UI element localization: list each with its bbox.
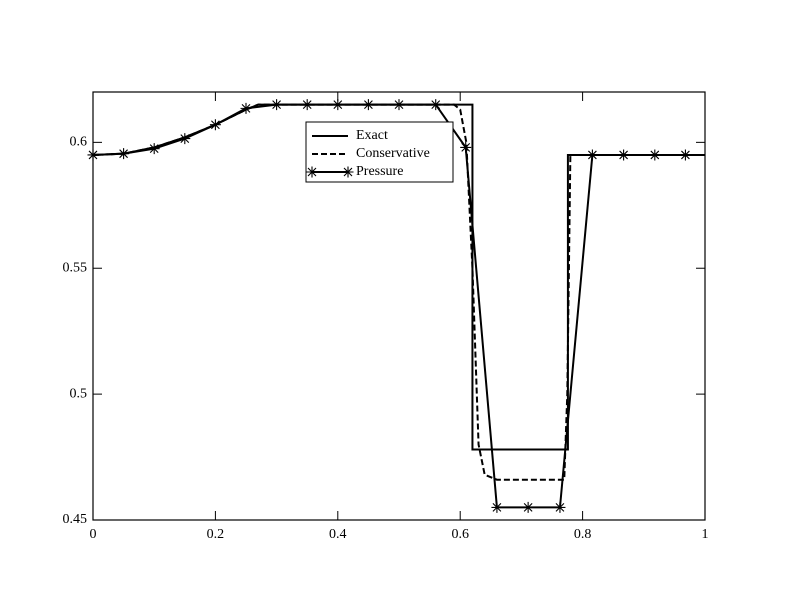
point-marker [240, 102, 252, 114]
y-tick-label: 0.6 [70, 135, 88, 150]
x-tick-label: 0.2 [207, 527, 225, 542]
point-marker [554, 501, 566, 513]
point-marker [118, 148, 130, 160]
y-tick-label: 0.5 [70, 386, 88, 401]
point-marker [586, 149, 598, 161]
legend-label: Conservative [356, 146, 430, 161]
point-marker [87, 149, 99, 161]
point-marker [209, 119, 221, 131]
x-tick-label: 0.6 [451, 527, 469, 542]
series [87, 99, 691, 513]
y-tick-label: 0.55 [63, 260, 88, 275]
point-marker [618, 149, 630, 161]
point-marker [301, 99, 313, 111]
point-marker [491, 501, 503, 513]
plot-frame [92, 91, 706, 521]
point-marker [522, 501, 534, 513]
legend-label: Pressure [356, 164, 403, 179]
x-tick-label: 0.8 [574, 527, 592, 542]
legend-marker [342, 166, 354, 178]
point-marker [148, 143, 160, 155]
x-tick-label: 1 [702, 527, 709, 542]
x-tick-label: 0 [90, 527, 97, 542]
point-marker [393, 99, 405, 111]
legend-label: Exact [356, 128, 388, 143]
x-tick-label: 0.4 [329, 527, 347, 542]
point-marker [362, 99, 374, 111]
point-marker [679, 149, 691, 161]
point-marker [460, 141, 472, 153]
point-marker [332, 99, 344, 111]
series-line [92, 103, 686, 509]
point-marker [179, 133, 191, 145]
point-marker [649, 149, 661, 161]
legend-marker [306, 166, 318, 178]
point-marker [271, 99, 283, 111]
legend: Exact Conservative Pressure [305, 121, 454, 183]
point-marker [430, 99, 442, 111]
y-tick-label: 0.45 [63, 512, 88, 527]
